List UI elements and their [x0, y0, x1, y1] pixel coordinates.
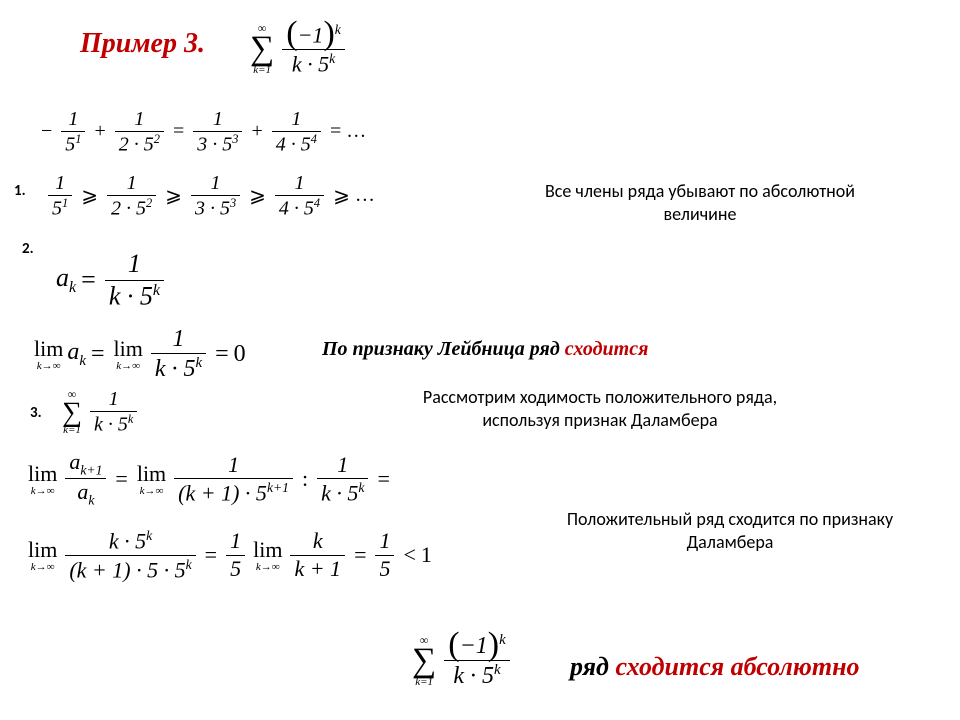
note-dalembert-converge: Положительный ряд сходится по признаку Д…	[520, 508, 940, 553]
example-title: Пример 3.	[80, 28, 205, 60]
ak-definition: ak = 1k · 5k	[56, 250, 168, 311]
limit-ak: limk→∞ ak = limk→∞ 1k · 5k = 0	[30, 326, 246, 383]
marker-3: 3.	[30, 404, 42, 422]
leibniz-note: По признаку Лейбница ряд сходится	[322, 338, 648, 361]
note-dalembert-setup: Рассмотрим ходимость положительного ряда…	[340, 386, 860, 431]
ratio-line2: limk→∞ k · 5k (k + 1) · 5 · 5k = 15 limk…	[24, 528, 432, 582]
series-repeat: ∞∑k=1 (−1)k k · 5k	[408, 632, 514, 690]
note-decrease: Все члены ряда убывают по абсолютной вел…	[470, 180, 930, 225]
ratio-line1: limk→∞ ak+1 ak = limk→∞ 1 (k + 1) · 5k+1…	[24, 450, 395, 508]
slide: Пример 3. ∞ ∑ k=1 (−1)k k · 5k − 151 + 1…	[0, 0, 960, 720]
sigma-icon: ∞ ∑ k=1	[250, 22, 274, 76]
positive-series: ∞∑k=1 1k · 5k	[58, 388, 141, 436]
marker-1: 1.	[14, 182, 26, 200]
marker-2: 2.	[22, 240, 34, 258]
monotone-inequality: 151 ⩾ 12 · 52 ⩾ 13 · 53 ⩾ 14 · 54 ⩾ …	[44, 172, 375, 220]
series-main: ∞ ∑ k=1 (−1)k k · 5k	[246, 22, 349, 76]
expansion-alt: − 151 + 12 · 52 = 13 · 53 + 14 · 54 = …	[36, 108, 366, 156]
conclusion: ряд сходится абсолютно	[570, 652, 860, 682]
